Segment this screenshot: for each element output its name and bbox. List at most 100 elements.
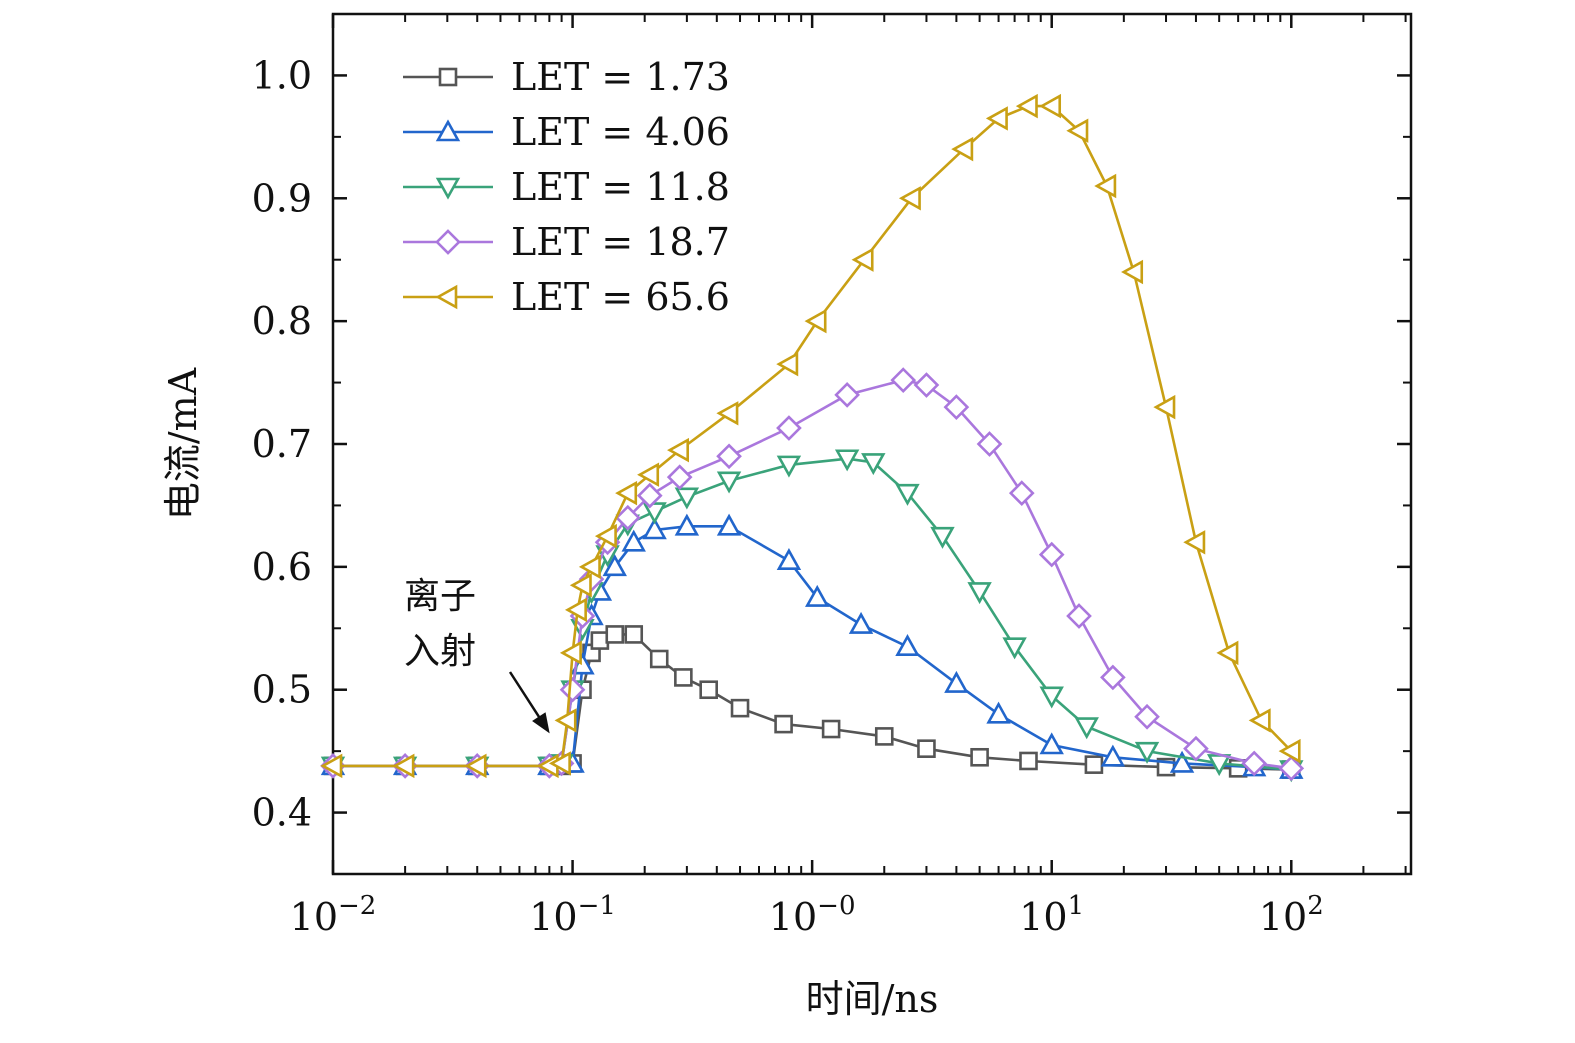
plot-frame (331, 12, 1413, 876)
x-tick-label: 10−2 (290, 891, 377, 939)
data-point (730, 698, 750, 718)
data-point (1134, 703, 1160, 730)
data-point (913, 372, 940, 398)
annotation-line-2: 入射 (404, 631, 476, 672)
data-point (699, 680, 718, 700)
legend-marker (435, 177, 461, 200)
data-point (774, 714, 793, 734)
x-tick-exponent: 1 (1068, 891, 1085, 921)
y-tick-label: 0.4 (252, 791, 312, 835)
data-point (1074, 717, 1099, 740)
data-point (1008, 480, 1035, 506)
series-4 (320, 367, 1305, 782)
y-axis-title: 电流/mA (161, 367, 205, 520)
legend-marker (438, 67, 458, 87)
data-point (1084, 755, 1104, 774)
data-point (615, 480, 638, 506)
legend-label: LET = 18.7 (511, 220, 730, 264)
data-point (1169, 750, 1195, 773)
data-point (1100, 744, 1126, 767)
y-tick-label: 0.5 (252, 668, 312, 712)
data-point (976, 431, 1003, 457)
data-point (776, 351, 799, 377)
y-tick-label: 1.0 (252, 53, 312, 97)
y-tick-label: 0.7 (252, 422, 312, 466)
data-point (895, 483, 920, 506)
x-tick-base: 10 (290, 895, 338, 939)
data-point (944, 670, 969, 693)
data-point (624, 625, 644, 644)
data-point (861, 453, 886, 476)
data-point (985, 106, 1008, 131)
data-point (1039, 93, 1062, 119)
legend: LET = 1.73 LET = 4.06 LET = 11.8 LET = 18.7… (403, 55, 730, 319)
data-point (776, 415, 802, 441)
data-point (1216, 640, 1239, 666)
legend-marker (435, 119, 461, 142)
data-point (614, 504, 641, 531)
legend-marker (435, 229, 461, 255)
data-point (804, 308, 827, 334)
data-point (834, 449, 860, 472)
series-line (333, 525, 1292, 771)
data-point (1121, 259, 1144, 285)
data-point (851, 247, 874, 272)
data-point (548, 751, 571, 776)
data-point (666, 464, 693, 491)
data-point (716, 401, 739, 426)
x-axis-title: 时间/ns (806, 977, 939, 1021)
data-point (1278, 738, 1301, 764)
data-point (1094, 173, 1117, 199)
data-point (674, 513, 700, 536)
x-tick-base: 10 (529, 895, 577, 939)
data-point (464, 753, 487, 779)
data-point (1002, 637, 1027, 660)
annotation-arrow (508, 671, 543, 721)
x-tick-exponent: 2 (1307, 891, 1324, 921)
data-point (1183, 735, 1209, 762)
annotation-arrowhead (532, 712, 550, 734)
data-point (917, 739, 936, 758)
data-point (1039, 732, 1064, 755)
data-point (559, 676, 586, 703)
data-point (1248, 708, 1271, 733)
y-tick-label: 0.9 (252, 176, 312, 220)
x-tick-label: 102 (1259, 891, 1324, 939)
x-tick-exponent: −1 (578, 891, 616, 921)
data-point (674, 668, 693, 687)
x-tick-exponent: −2 (338, 891, 376, 921)
data-point (805, 584, 830, 607)
data-point (1278, 755, 1305, 782)
series-layer (320, 93, 1305, 783)
data-point (890, 367, 917, 393)
x-tick-label: 10−1 (529, 891, 616, 939)
y-tick-label: 0.8 (252, 299, 312, 343)
data-point (898, 186, 921, 211)
data-point (716, 513, 742, 536)
data-point (649, 649, 669, 669)
data-point (970, 747, 989, 767)
data-point (930, 526, 955, 549)
data-point (667, 437, 689, 463)
x-tick-exponent: −0 (817, 891, 855, 921)
data-point (674, 487, 700, 510)
data-point (559, 640, 582, 666)
data-point (569, 573, 592, 598)
data-point (776, 548, 802, 571)
annotation: 离子 入射 (404, 576, 550, 734)
data-point (986, 701, 1011, 724)
data-point (605, 625, 625, 644)
data-point (874, 727, 894, 746)
legend-label: LET = 11.8 (511, 165, 730, 209)
data-point (821, 719, 841, 739)
data-point (1019, 751, 1038, 771)
data-point (1015, 93, 1038, 119)
data-point (602, 554, 627, 577)
annotation-line-1: 离子 (404, 576, 476, 617)
x-tick-label: 101 (1019, 891, 1084, 939)
data-point (895, 634, 920, 657)
data-point (564, 597, 587, 623)
data-point (1100, 664, 1126, 691)
